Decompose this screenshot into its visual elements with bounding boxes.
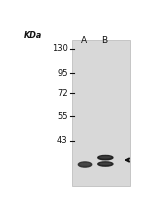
Text: A: A — [81, 36, 87, 45]
Text: KDa: KDa — [23, 31, 42, 40]
Text: B: B — [101, 36, 107, 45]
Text: 72: 72 — [57, 89, 68, 98]
Ellipse shape — [98, 162, 113, 166]
Text: 55: 55 — [57, 112, 68, 121]
Ellipse shape — [98, 155, 113, 160]
Ellipse shape — [100, 163, 111, 164]
Text: 95: 95 — [57, 69, 68, 78]
Text: 130: 130 — [52, 44, 68, 54]
Text: 43: 43 — [57, 136, 68, 145]
Ellipse shape — [80, 163, 90, 165]
Bar — [72, 40, 130, 185]
Ellipse shape — [100, 156, 111, 158]
Ellipse shape — [78, 162, 92, 167]
